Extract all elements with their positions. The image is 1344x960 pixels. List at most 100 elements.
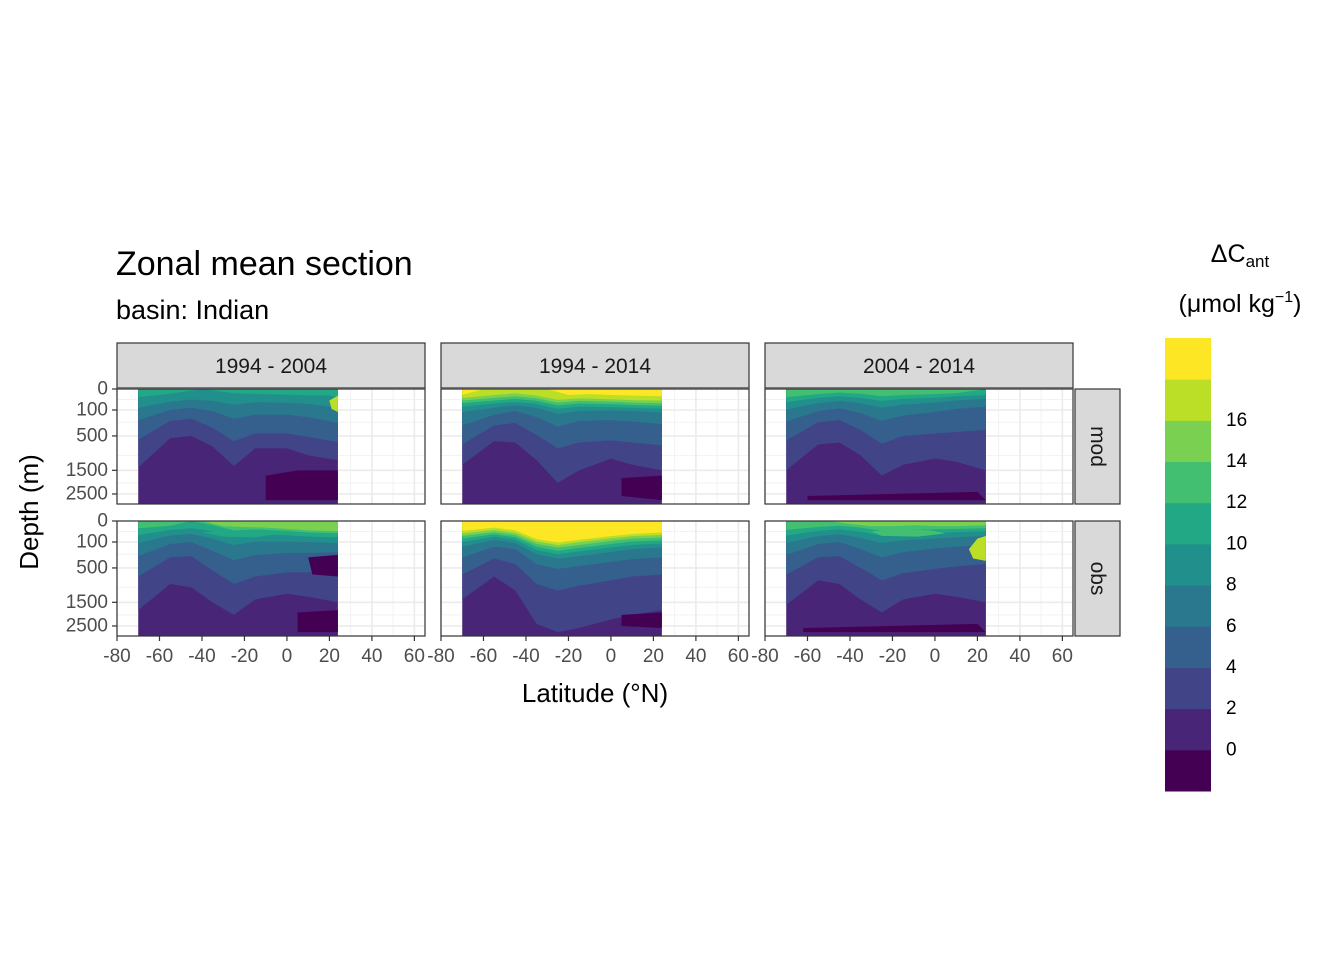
y-tick-label: 100 bbox=[76, 531, 108, 552]
contour-band bbox=[786, 521, 986, 527]
legend-swatch bbox=[1165, 338, 1211, 380]
panel-border bbox=[440, 520, 750, 637]
x-axis-title: Latitude (°N) bbox=[522, 678, 668, 708]
y-tick-label: 1500 bbox=[66, 460, 108, 481]
legend-swatch bbox=[1165, 461, 1211, 504]
contour-patch bbox=[265, 470, 338, 501]
x-tick-label: 0 bbox=[930, 646, 941, 667]
legend-units: (μmol kg−1) bbox=[1179, 289, 1302, 318]
y-tick-label: 100 bbox=[76, 399, 108, 420]
contour-patch bbox=[871, 529, 946, 537]
y-tick-label: 2500 bbox=[66, 615, 108, 636]
legend-swatch bbox=[1165, 626, 1211, 668]
x-tick-label: -20 bbox=[555, 646, 582, 667]
legend-label: 14 bbox=[1226, 451, 1248, 472]
y-tick-label: 0 bbox=[97, 511, 108, 532]
facet-strip-column bbox=[764, 342, 1074, 389]
panel bbox=[116, 388, 426, 505]
facet-strip-label: obs bbox=[1086, 562, 1109, 596]
x-tick-label: 60 bbox=[728, 646, 749, 667]
legend-label: 0 bbox=[1226, 739, 1237, 760]
facet-strip-column bbox=[116, 342, 426, 389]
x-tick-label: -80 bbox=[427, 646, 454, 667]
y-tick-label: 500 bbox=[76, 557, 108, 578]
x-tick-label: 40 bbox=[361, 646, 382, 667]
legend-swatch bbox=[1165, 379, 1211, 421]
contour-patch bbox=[621, 612, 662, 629]
x-tick-label: -40 bbox=[836, 646, 863, 667]
contour-patch bbox=[329, 395, 338, 412]
contour-patch bbox=[807, 491, 986, 501]
panel-border bbox=[440, 388, 750, 505]
facet-strip-row bbox=[1074, 388, 1121, 505]
panel bbox=[440, 520, 750, 637]
x-tick-label: 60 bbox=[404, 646, 425, 667]
legend-label: 8 bbox=[1226, 575, 1237, 596]
y-tick-label: 1500 bbox=[66, 592, 108, 613]
legend-swatch bbox=[1165, 502, 1211, 545]
facet-strip-label: mod bbox=[1086, 426, 1109, 467]
legend-swatch bbox=[1165, 585, 1211, 627]
x-tick-label: 20 bbox=[643, 646, 664, 667]
contour-band bbox=[138, 389, 338, 398]
x-tick-label: -40 bbox=[188, 646, 215, 667]
legend-label: 4 bbox=[1226, 657, 1237, 678]
facet-strip-label: 2004 - 2014 bbox=[863, 355, 975, 378]
x-tick-label: 60 bbox=[1052, 646, 1073, 667]
contour-band bbox=[462, 389, 662, 397]
panel-border bbox=[764, 520, 1074, 637]
contour-patch bbox=[308, 554, 338, 577]
legend-label: 16 bbox=[1226, 410, 1247, 431]
panel-border bbox=[116, 388, 426, 505]
panel bbox=[440, 388, 750, 505]
legend-swatch bbox=[1165, 749, 1211, 792]
x-tick-label: 0 bbox=[282, 646, 293, 667]
facet-strip-label: 1994 - 2004 bbox=[215, 355, 327, 378]
x-tick-label: -40 bbox=[512, 646, 539, 667]
contour-patch bbox=[968, 535, 986, 561]
legend-title: ΔCant bbox=[1211, 240, 1270, 271]
panel bbox=[764, 388, 1074, 505]
legend-swatch bbox=[1165, 420, 1211, 463]
legend-label: 6 bbox=[1226, 616, 1237, 637]
contour-field bbox=[462, 521, 662, 636]
x-tick-label: 40 bbox=[685, 646, 706, 667]
legend-swatch bbox=[1165, 543, 1211, 586]
legend-swatch bbox=[1165, 667, 1211, 710]
legend-swatch bbox=[1165, 708, 1211, 751]
y-axis-title: Depth (m) bbox=[14, 454, 44, 570]
x-tick-label: 20 bbox=[967, 646, 988, 667]
contour-patch bbox=[297, 610, 338, 633]
facet-strip-label: 1994 - 2014 bbox=[539, 355, 651, 378]
y-tick-label: 500 bbox=[76, 425, 108, 446]
contour-band bbox=[786, 389, 986, 398]
facet-strip-column bbox=[440, 342, 750, 389]
facet-strip-row bbox=[1074, 520, 1121, 637]
x-tick-label: -20 bbox=[879, 646, 906, 667]
x-tick-label: -60 bbox=[146, 646, 173, 667]
x-tick-label: -80 bbox=[103, 646, 130, 667]
panel-border bbox=[764, 388, 1074, 505]
x-tick-label: 0 bbox=[606, 646, 617, 667]
contour-field bbox=[786, 389, 986, 504]
legend-label: 2 bbox=[1226, 698, 1237, 719]
x-tick-label: 20 bbox=[319, 646, 340, 667]
x-tick-label: 40 bbox=[1009, 646, 1030, 667]
panel-border bbox=[116, 520, 426, 637]
contour-band bbox=[462, 521, 662, 543]
legend-label: 12 bbox=[1226, 492, 1247, 513]
x-tick-label: -60 bbox=[470, 646, 497, 667]
contour-patch bbox=[803, 623, 986, 633]
contour-patch bbox=[621, 475, 662, 501]
x-tick-label: -20 bbox=[231, 646, 258, 667]
chart-title: Zonal mean section bbox=[116, 245, 413, 283]
panel bbox=[764, 520, 1074, 637]
legend-label: 10 bbox=[1226, 533, 1247, 554]
contour-band bbox=[138, 521, 338, 532]
x-tick-label: -80 bbox=[751, 646, 778, 667]
contour-field bbox=[138, 389, 338, 504]
contour-field bbox=[786, 521, 986, 636]
contour-patch bbox=[201, 530, 277, 538]
contour-field bbox=[462, 389, 662, 504]
